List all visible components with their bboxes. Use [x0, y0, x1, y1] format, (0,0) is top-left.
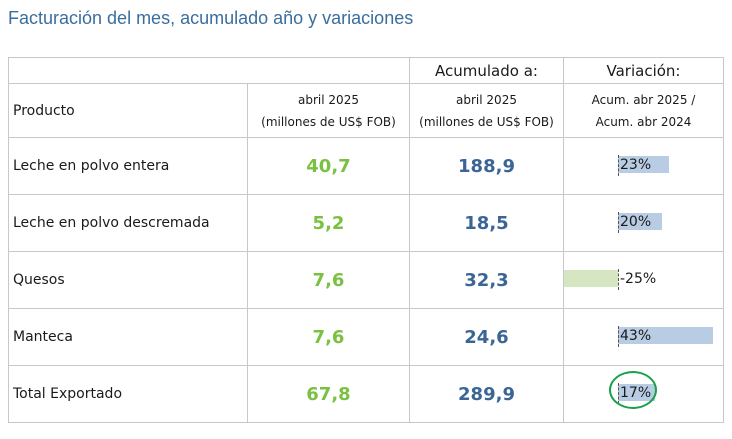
header-month: abril 2025 (millones de US$ FOB) [247, 83, 410, 138]
table-row-total: Total Exportado 67,8 289,9 17% [8, 365, 724, 423]
table-row: Quesos 7,6 32,3 -25% [8, 251, 724, 309]
header-var: Acum. abr 2025 / Acum. abr 2024 [563, 83, 724, 138]
page-title: Facturación del mes, acumulado año y var… [8, 8, 414, 28]
month-value: 7,6 [247, 308, 410, 366]
header-acc-line1: abril 2025 [456, 92, 517, 107]
product-name: Quesos [8, 251, 248, 309]
header-variation: Variación: [563, 57, 724, 84]
product-name: Total Exportado [8, 365, 248, 423]
header-accumulated: Acumulado a: [409, 57, 564, 84]
accumulated-value: 18,5 [409, 194, 564, 252]
table-row: Leche en polvo entera 40,7 188,9 23% [8, 137, 724, 195]
variation-bar [564, 270, 618, 287]
variation-cell: 43% [563, 308, 724, 366]
table-row: Leche en polvo descremada 5,2 18,5 20% [8, 194, 724, 252]
product-name: Leche en polvo descremada [8, 194, 248, 252]
accumulated-value: 289,9 [409, 365, 564, 423]
variation-label: 23% [620, 157, 652, 173]
product-name: Manteca [8, 308, 248, 366]
zero-axis-line [618, 212, 619, 233]
header-month-line2: (millones de US$ FOB) [261, 114, 396, 129]
zero-axis-line [618, 269, 619, 290]
zero-axis-line [618, 155, 619, 176]
header-acc: abril 2025 (millones de US$ FOB) [409, 83, 564, 138]
header-product: Producto [8, 83, 248, 138]
variation-cell: 23% [563, 137, 724, 195]
variation-label: 43% [620, 328, 652, 344]
table-row: Manteca 7,6 24,6 43% [8, 308, 724, 366]
variation-cell: 17% [563, 365, 724, 423]
variation-label: 20% [620, 214, 652, 230]
header-empty-cell [8, 57, 410, 84]
sales-table: Acumulado a: Variación: Producto abril 2… [8, 57, 724, 423]
header-row-sub: Producto abril 2025 (millones de US$ FOB… [8, 83, 724, 138]
accumulated-value: 32,3 [409, 251, 564, 309]
variation-cell: -25% [563, 251, 724, 309]
header-var-line1: Acum. abr 2025 / [591, 92, 696, 107]
variation-label: -25% [620, 271, 657, 287]
accumulated-value: 24,6 [409, 308, 564, 366]
variation-bar [618, 327, 713, 344]
variation-bar [618, 213, 662, 230]
header-month-line1: abril 2025 [298, 92, 359, 107]
highlight-circle [609, 371, 657, 409]
header-row-top: Acumulado a: Variación: [8, 57, 724, 84]
zero-axis-line [618, 326, 619, 347]
month-value: 67,8 [247, 365, 410, 423]
header-acc-line2: (millones de US$ FOB) [419, 114, 554, 129]
accumulated-value: 188,9 [409, 137, 564, 195]
variation-bar [618, 156, 669, 173]
product-name: Leche en polvo entera [8, 137, 248, 195]
header-var-line2: Acum. abr 2024 [595, 114, 692, 129]
month-value: 5,2 [247, 194, 410, 252]
variation-cell: 20% [563, 194, 724, 252]
month-value: 40,7 [247, 137, 410, 195]
month-value: 7,6 [247, 251, 410, 309]
